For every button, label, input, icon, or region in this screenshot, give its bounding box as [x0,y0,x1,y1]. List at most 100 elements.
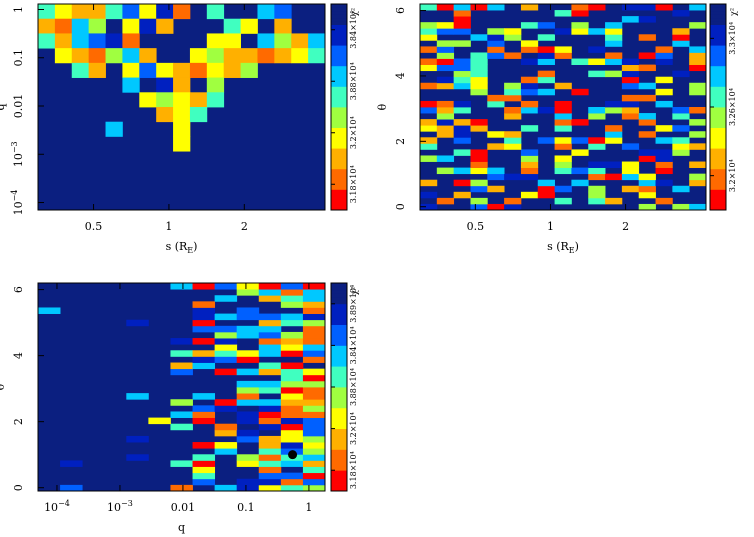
x-axis-label: s (RE) [166,240,198,255]
heatmap-cell [487,167,505,175]
colorbar-band [331,359,347,364]
heatmap-cell [236,417,260,425]
heatmap-cell [302,478,326,486]
heatmap-cell [588,161,606,168]
colorbar-band [331,480,347,485]
colorbar-band [331,103,347,108]
colorbar-band [331,387,347,391]
colorbar-band [710,113,726,118]
heatmap-cell [571,179,589,187]
heatmap-cell [236,429,260,437]
heatmap-cell [672,10,690,17]
heatmap-cell [436,58,455,65]
heatmap-cell [520,58,539,65]
colorbar-tick-label: 3.88×10⁴ [349,368,358,406]
colorbar-band [331,93,347,98]
colorbar-band [331,192,347,197]
heatmap-cell [470,203,488,211]
heatmap-cell [605,100,623,108]
heatmap-cell [214,350,238,357]
heatmap-cell [173,121,191,137]
heatmap-cell [638,131,656,138]
heatmap-cell [173,4,191,20]
colorbar-band [331,113,347,118]
heatmap-cell [537,70,555,78]
heatmap-cell [420,155,438,162]
heatmap-cell [280,393,304,400]
y-tick-label: 0.1 [12,49,25,66]
heatmap-cell [520,107,539,114]
colorbar-band [331,158,347,163]
colorbar-band [331,421,347,426]
colorbar-band [331,110,347,115]
colorbar-tick-label: 3.89×10⁴ [349,285,358,323]
heatmap-cell [487,203,505,211]
colorbar-band [331,439,347,443]
heatmap-cell [621,185,640,193]
heatmap-cell [139,48,157,64]
heatmap-cell [170,411,193,418]
colorbar-band [331,38,347,43]
heatmap-cell [605,137,623,144]
heatmap-cell [621,4,640,11]
colorbar-band [710,117,726,122]
heatmap-cell [302,411,326,418]
heatmap-cell [223,62,241,78]
heatmap-cell [206,4,225,20]
colorbar-band [710,189,726,194]
heatmap-cell [537,191,555,199]
heatmap-cell [173,107,191,123]
heatmap-cell [223,18,241,34]
heatmap-cell [605,52,623,59]
heatmap-cell [655,149,673,156]
plot-frame [419,3,707,211]
heatmap-cell [54,18,73,34]
heatmap-cell [420,58,438,65]
heatmap-cell [453,107,471,114]
heatmap-cell [280,423,304,431]
colorbar-band [331,151,347,156]
colorbar-band [331,369,347,374]
heatmap-cell [470,185,488,193]
heatmap-cell [689,107,707,114]
heatmap-cell [605,58,623,65]
colorbar-band [331,428,347,433]
heatmap-cell [38,18,56,34]
heatmap-cell [38,307,61,314]
colorbar-band [710,89,726,94]
heatmap-cell [420,46,438,53]
heatmap-cell [258,460,282,467]
colorbar-band [710,45,726,50]
heatmap-cell [302,380,326,388]
colorbar-band [710,131,726,135]
heatmap-cell [302,307,326,314]
colorbar-band [710,93,726,98]
heatmap-cell [192,313,216,321]
y-axis-label: θ [0,383,7,390]
x-tick-label: 10−3 [107,499,133,514]
colorbar-band [331,161,347,166]
heatmap-cell [588,137,606,144]
colorbar-tick-label: 3.26×10⁴ [728,88,737,126]
heatmap-cell [214,484,238,492]
heatmap-cell [672,107,690,114]
heatmap-cell [258,442,282,449]
colorbar-band [331,134,347,139]
heatmap-cell [122,4,140,20]
heatmap-cell [105,121,123,137]
heatmap-cell [638,113,656,120]
colorbar-band [710,172,726,177]
heatmap-cell [420,119,438,126]
heatmap-cell [655,155,673,162]
heatmap-cell [554,100,572,108]
heatmap-cell [436,107,455,114]
heatmap-cell [170,283,193,290]
heatmap-cell [537,185,555,193]
colorbar-band [331,55,347,60]
heatmap-cell [173,62,191,78]
colorbar-band [331,355,347,360]
heatmap-cell [470,88,488,96]
heatmap-cell [280,350,304,357]
colorbar-band [331,14,347,19]
colorbar-band [331,69,347,74]
